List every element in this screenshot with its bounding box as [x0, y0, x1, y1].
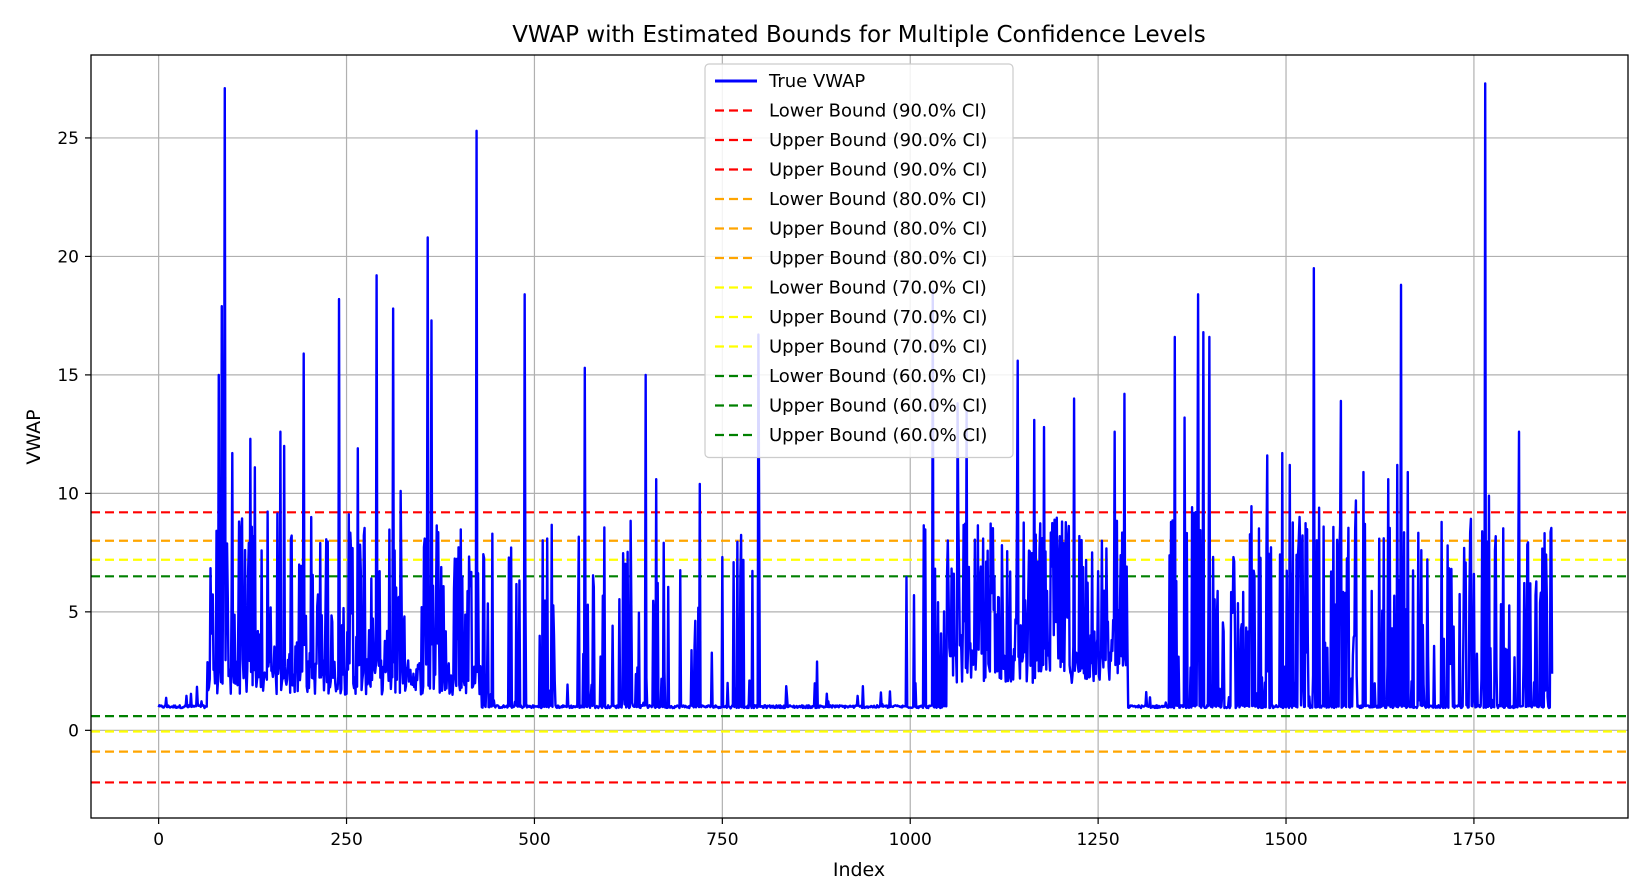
- x-tick-label: 750: [706, 830, 738, 850]
- x-tick-label: 1500: [1264, 830, 1307, 850]
- y-tick-label: 25: [57, 129, 79, 149]
- y-tick-label: 0: [68, 721, 79, 741]
- chart-title: VWAP with Estimated Bounds for Multiple …: [512, 22, 1206, 48]
- plot-frame: [90, 54, 1629, 819]
- legend-label: Upper Bound (70.0% CI): [769, 337, 987, 358]
- x-tick-label: 1000: [889, 830, 932, 850]
- legend-label: True VWAP: [768, 71, 865, 92]
- x-axis-ticks: 0 250 500 750 1000 1250 1500 1750: [153, 818, 1496, 850]
- y-tick-label: 20: [57, 247, 79, 267]
- y-tick-label: 10: [57, 484, 79, 504]
- x-tick-label: 250: [330, 830, 362, 850]
- legend: True VWAP Lower Bound (90.0% CI) Upper Bou…: [704, 63, 1014, 459]
- legend-label: Lower Bound (90.0% CI): [769, 101, 987, 122]
- x-tick-label: 500: [518, 830, 550, 850]
- legend-label: Lower Bound (70.0% CI): [769, 278, 987, 299]
- x-axis-label: Index: [833, 859, 885, 881]
- true-vwap-series: [157, 82, 1554, 710]
- legend-box: [704, 63, 1014, 459]
- y-tick-label: 15: [57, 366, 79, 386]
- y-tick-label: 5: [68, 603, 79, 623]
- legend-label: Lower Bound (60.0% CI): [769, 366, 987, 387]
- y-axis-ticks: 0 5 10 15 20 25: [57, 129, 91, 741]
- legend-label: Upper Bound (70.0% CI): [769, 307, 987, 328]
- true-vwap-line: [157, 82, 1554, 710]
- x-tick-label: 1250: [1076, 830, 1119, 850]
- confidence-bounds: [91, 511, 1628, 784]
- legend-label: Lower Bound (80.0% CI): [769, 189, 987, 210]
- y-axis-label: VWAP: [23, 409, 45, 464]
- legend-label: Upper Bound (90.0% CI): [769, 130, 987, 151]
- legend-label: Upper Bound (90.0% CI): [769, 160, 987, 181]
- x-tick-label: 1750: [1452, 830, 1495, 850]
- legend-label: Upper Bound (80.0% CI): [769, 219, 987, 240]
- legend-label: Upper Bound (60.0% CI): [769, 425, 987, 446]
- x-tick-label: 0: [153, 830, 164, 850]
- legend-label: Upper Bound (80.0% CI): [769, 248, 987, 269]
- legend-label: Upper Bound (60.0% CI): [769, 396, 987, 417]
